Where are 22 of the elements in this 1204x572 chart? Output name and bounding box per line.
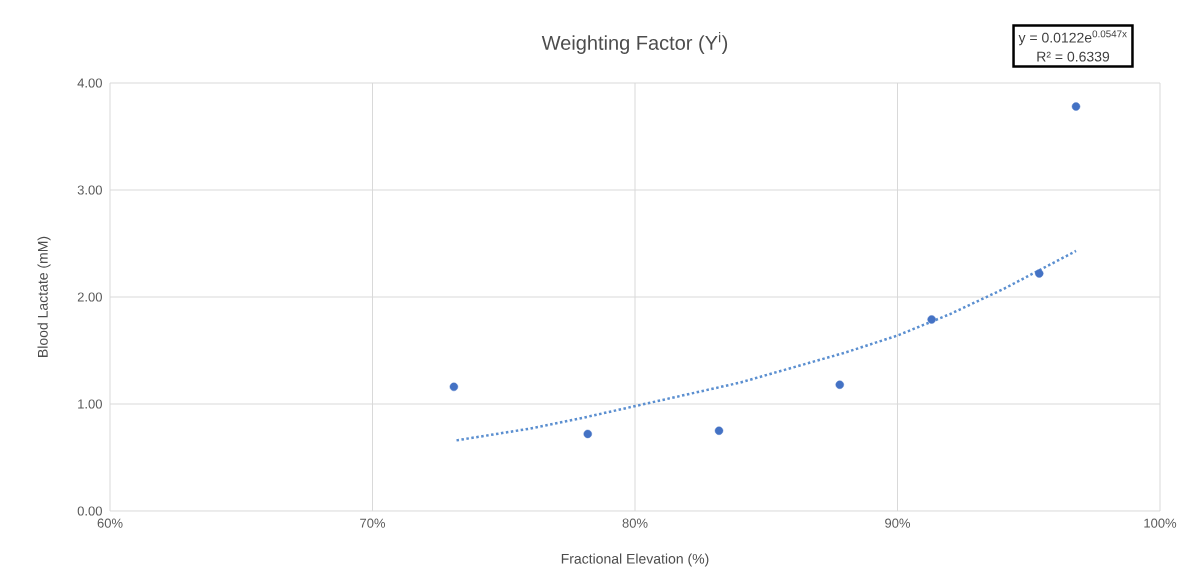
- x-tick-label: 60%: [97, 518, 123, 528]
- point: [1071, 102, 1081, 111]
- x-tick-label: 100%: [1144, 518, 1177, 528]
- y-tick-label: 4.00: [77, 78, 102, 88]
- point: [927, 315, 936, 324]
- y-tick-label: 3.00: [77, 185, 102, 195]
- text: y = 0.0122e$^{0.0547x}$: [1018, 30, 1127, 46]
- y-tick-label: 1.00: [78, 399, 102, 409]
- y-axis-title: Blood Lactate (mM): [37, 236, 51, 357]
- x-axis-title: Fractional Elevation (%): [561, 553, 709, 567]
- x-tick-label: 70%: [360, 518, 386, 528]
- x-tick-label: 80%: [622, 518, 648, 528]
- text: R² = 0.6339: [1037, 51, 1110, 62]
- chart-title: Weighting Factor (Y$^{i}$): [541, 32, 728, 54]
- y-tick-label: 0.00: [77, 506, 102, 516]
- point: [449, 382, 459, 392]
- point: [714, 426, 724, 435]
- point: [583, 429, 592, 439]
- y-tick-label: 2.00: [77, 292, 102, 302]
- point: [1035, 269, 1044, 278]
- point: [835, 380, 844, 389]
- x-tick-label: 90%: [885, 518, 911, 528]
